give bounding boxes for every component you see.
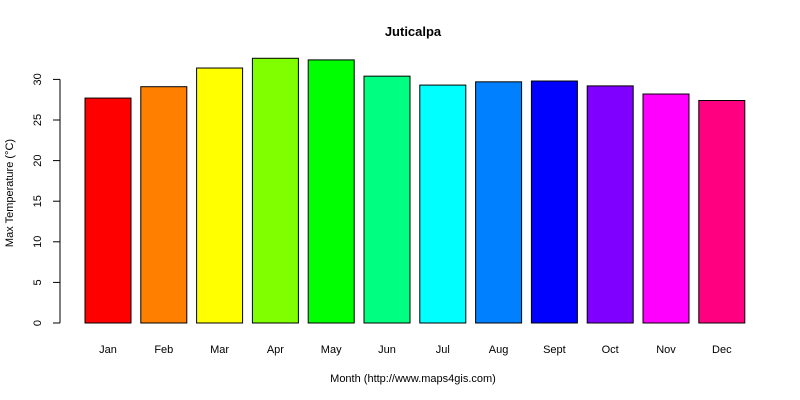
x-tick-label: Feb [154,344,173,356]
bar-sept [530,80,578,324]
x-tick-label: May [321,344,342,356]
x-tick-label: Oct [602,344,619,356]
bar-feb [140,86,188,324]
bar-oct [586,85,634,324]
x-axis-title: Month (http://www.maps4gis.com) [330,373,496,385]
bar-dec [698,100,746,324]
bar-apr [251,57,299,324]
bar-may [307,59,355,324]
y-tick-label: 10 [32,236,44,248]
y-tick-label: 20 [32,154,44,166]
x-tick-label: Sept [543,344,566,356]
y-axis: 0 5 10 15 20 25 30 [32,73,61,326]
y-tick-label: 5 [32,279,44,285]
bar-nov [642,93,690,324]
bar-jul [419,84,467,324]
x-tick-label: Mar [210,344,229,356]
y-tick-label: 30 [32,73,44,85]
y-tick-label: 0 [32,320,44,326]
x-tick-label: Apr [267,344,284,356]
x-tick-label: Jan [99,344,117,356]
x-tick-label: Aug [489,344,509,356]
bar-jun [363,75,411,324]
bar-mar [196,67,244,324]
y-tick-label: 15 [32,195,44,207]
y-tick-label: 25 [32,114,44,126]
x-tick-label: Dec [712,344,732,356]
bars-group [84,57,746,324]
x-tick-label: Jul [436,344,450,356]
x-tick-label: Jun [378,344,396,356]
bar-aug [475,81,523,324]
x-axis-labels: Jan Feb Mar Apr May Jun Jul Aug Sept Oct Nov Dec [99,344,732,356]
chart-title: Juticalpa [385,24,442,39]
x-tick-label: Nov [656,344,676,356]
bar-jan [84,97,132,324]
y-axis-title: Max Temperature (°C) [4,139,16,247]
